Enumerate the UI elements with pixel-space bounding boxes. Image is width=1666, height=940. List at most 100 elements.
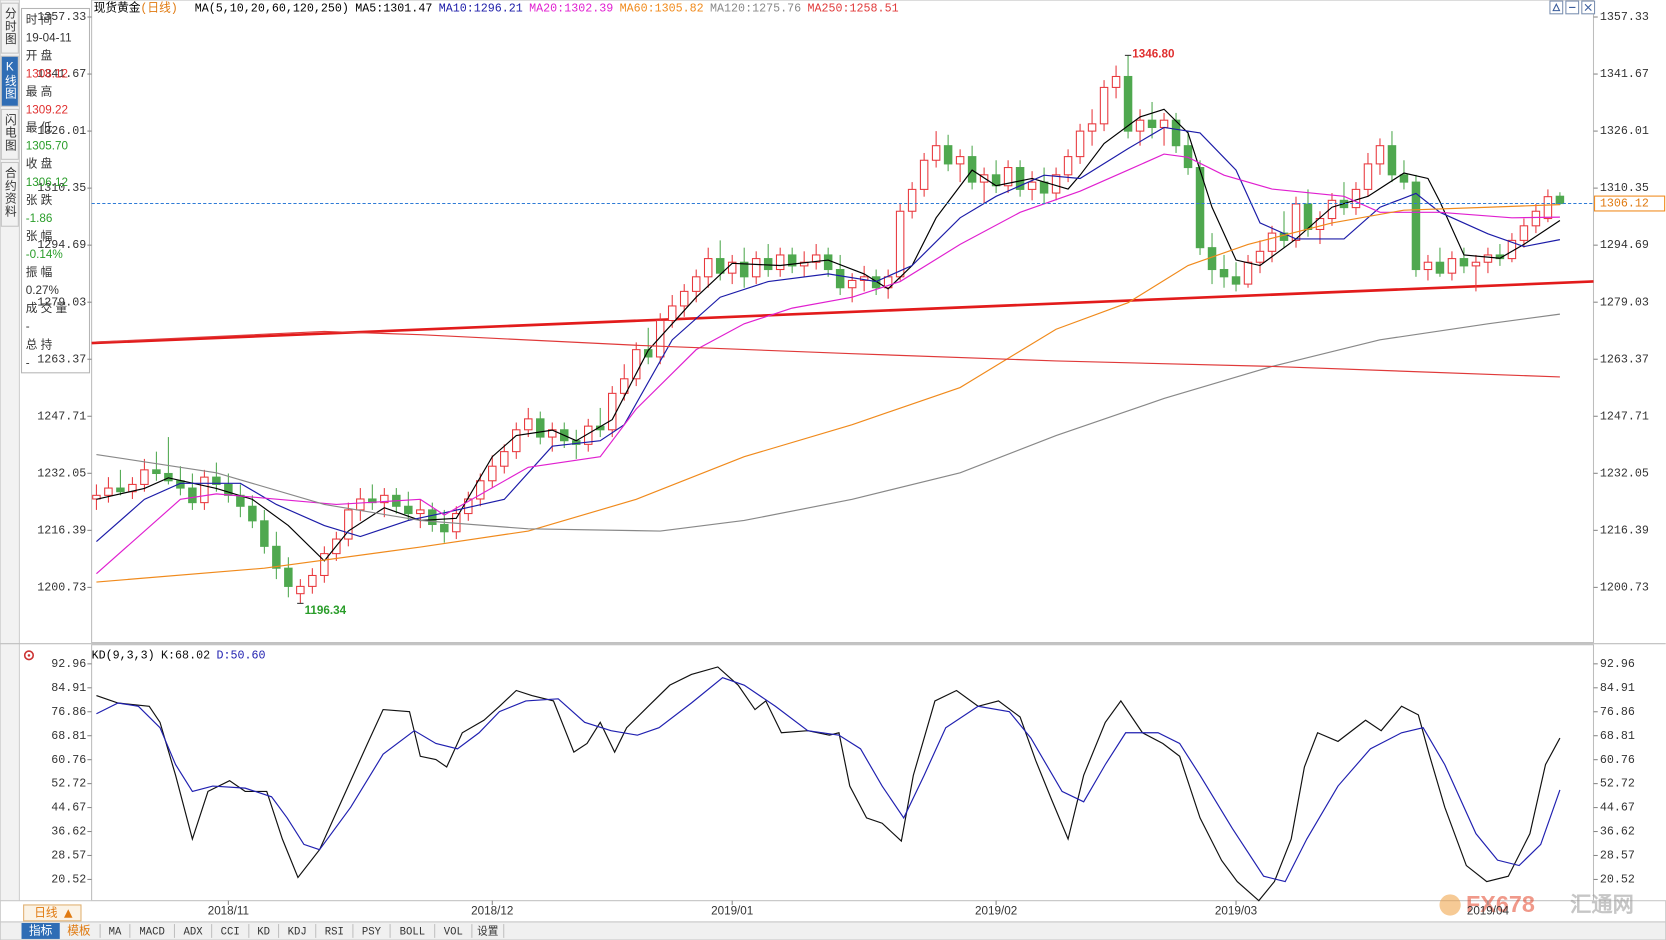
indicator-tab[interactable]: BOLL — [400, 926, 425, 938]
info-label: 收盘 — [26, 157, 56, 171]
price-frame — [91, 0, 1595, 644]
settings-icon-dot — [27, 654, 31, 657]
candle-body — [871, 276, 881, 289]
candle-body — [200, 476, 209, 504]
y-tick-label: 1263.37 — [1600, 352, 1649, 366]
y-tick-label: 1357.33 — [37, 10, 86, 24]
y-tick-label: 92.96 — [51, 657, 86, 671]
side-tab[interactable] — [0, 2, 19, 54]
bottom-tab-label[interactable]: 指标 — [29, 924, 53, 938]
chart-subtitle: (日线) — [140, 1, 177, 16]
y-tick-label: 20.52 — [1600, 873, 1635, 887]
indicator-tab[interactable]: VOL — [444, 926, 463, 938]
candle-body — [1099, 86, 1109, 125]
last-price-label: 1306.12 — [1600, 197, 1649, 211]
candle-body — [655, 319, 665, 358]
candle-body — [667, 305, 677, 322]
info-label: 最低 — [26, 122, 56, 135]
indicator-tab[interactable]: RSI — [325, 926, 344, 938]
candle-body — [955, 156, 965, 165]
side-tab-label[interactable]: 分时图 — [3, 7, 16, 45]
side-tab-label[interactable]: 闪电图 — [3, 113, 16, 152]
info-value: -1.86 — [26, 212, 53, 225]
candle-body — [308, 574, 317, 587]
indicator-tab[interactable]: ADX — [184, 926, 204, 938]
side-tab[interactable] — [0, 161, 19, 227]
legend-separator: : — [168, 648, 175, 662]
y-tick-label: 1232.05 — [1600, 466, 1649, 480]
legend-name: MA60 — [620, 2, 648, 16]
y-tick-label: 20.52 — [51, 873, 86, 887]
candle-body — [787, 254, 797, 267]
candle-body — [476, 480, 485, 500]
y-tick-label: 52.72 — [51, 777, 86, 791]
settings-icon[interactable] — [23, 650, 34, 661]
info-label: 最高 — [26, 84, 56, 98]
candle-body — [212, 476, 221, 485]
candle-body — [296, 585, 305, 595]
candle-body — [1291, 203, 1301, 241]
candle-body — [140, 469, 149, 485]
legend-name: MA10 — [439, 2, 467, 16]
side-tab[interactable] — [0, 55, 19, 107]
candle-body — [739, 261, 749, 278]
candle-body — [104, 487, 113, 496]
candle-body — [1219, 268, 1229, 278]
candle-body — [715, 258, 725, 274]
legend-value: 1275.76 — [752, 2, 801, 16]
candle-body — [536, 418, 545, 438]
y-tick-label: 1326.01 — [37, 124, 86, 138]
info-label: 开盘 — [26, 48, 56, 62]
indicator-line — [96, 204, 1560, 583]
indicator-tab[interactable]: KD — [257, 926, 270, 938]
indicator-tab[interactable]: CCI — [221, 926, 240, 938]
legend-separator: : — [648, 2, 655, 16]
indicator-tab[interactable]: 设置 — [477, 925, 499, 938]
legend-name: MA5 — [355, 2, 376, 16]
legend-name: D — [216, 648, 223, 662]
y-tick-label: 1294.69 — [37, 238, 86, 252]
side-tab[interactable] — [0, 108, 19, 160]
candle-body — [919, 159, 929, 190]
info-label: 成交量 — [26, 301, 71, 315]
y-tick-label: 1247.71 — [37, 409, 86, 423]
candle-body — [1387, 145, 1397, 176]
candle-body — [320, 553, 329, 577]
indicator-tab[interactable]: MACD — [139, 926, 164, 938]
indicator-tab[interactable]: MA — [109, 926, 122, 938]
indicator-tab[interactable]: PSY — [362, 926, 382, 938]
candle-body — [1543, 196, 1553, 220]
extreme-label: 1346.80 — [1132, 47, 1175, 60]
indicator-tab[interactable]: KDJ — [288, 926, 307, 938]
candle-body — [811, 254, 821, 263]
info-label: 总持 — [26, 337, 56, 351]
candle-body — [967, 156, 977, 183]
legend-separator: : — [745, 2, 752, 16]
indicator-line — [96, 313, 1560, 532]
candle-body — [823, 254, 833, 271]
y-tick-label: 68.81 — [51, 729, 86, 743]
candle-body — [835, 268, 845, 289]
y-tick-label: 44.67 — [51, 801, 86, 815]
y-tick-label: 1200.73 — [1600, 580, 1649, 594]
x-tick-label: 2019/02 — [975, 904, 1017, 917]
info-label: 张跌 — [26, 193, 56, 207]
bottom-tab[interactable] — [21, 923, 60, 939]
info-panel — [20, 7, 91, 374]
bottom-tab-label[interactable]: 模板 — [67, 924, 91, 938]
watermark: FX678 汇通网 — [1439, 891, 1634, 917]
legend-value: 1302.39 — [564, 2, 613, 16]
y-tick-label: 36.62 — [1600, 825, 1635, 839]
side-tab-label[interactable]: 合约资料 — [3, 166, 16, 218]
candle-body — [1075, 130, 1085, 158]
info-value: 1309.22 — [26, 104, 68, 117]
window-button[interactable] — [1549, 0, 1564, 15]
side-tab-label[interactable]: K线图 — [3, 61, 16, 101]
period-label[interactable]: 日线 — [34, 906, 58, 920]
candle-body — [1135, 119, 1145, 132]
candle-body — [248, 505, 257, 522]
candle-body — [1267, 232, 1277, 252]
legend-name: K — [161, 648, 168, 662]
info-label: 振幅 — [26, 265, 56, 279]
